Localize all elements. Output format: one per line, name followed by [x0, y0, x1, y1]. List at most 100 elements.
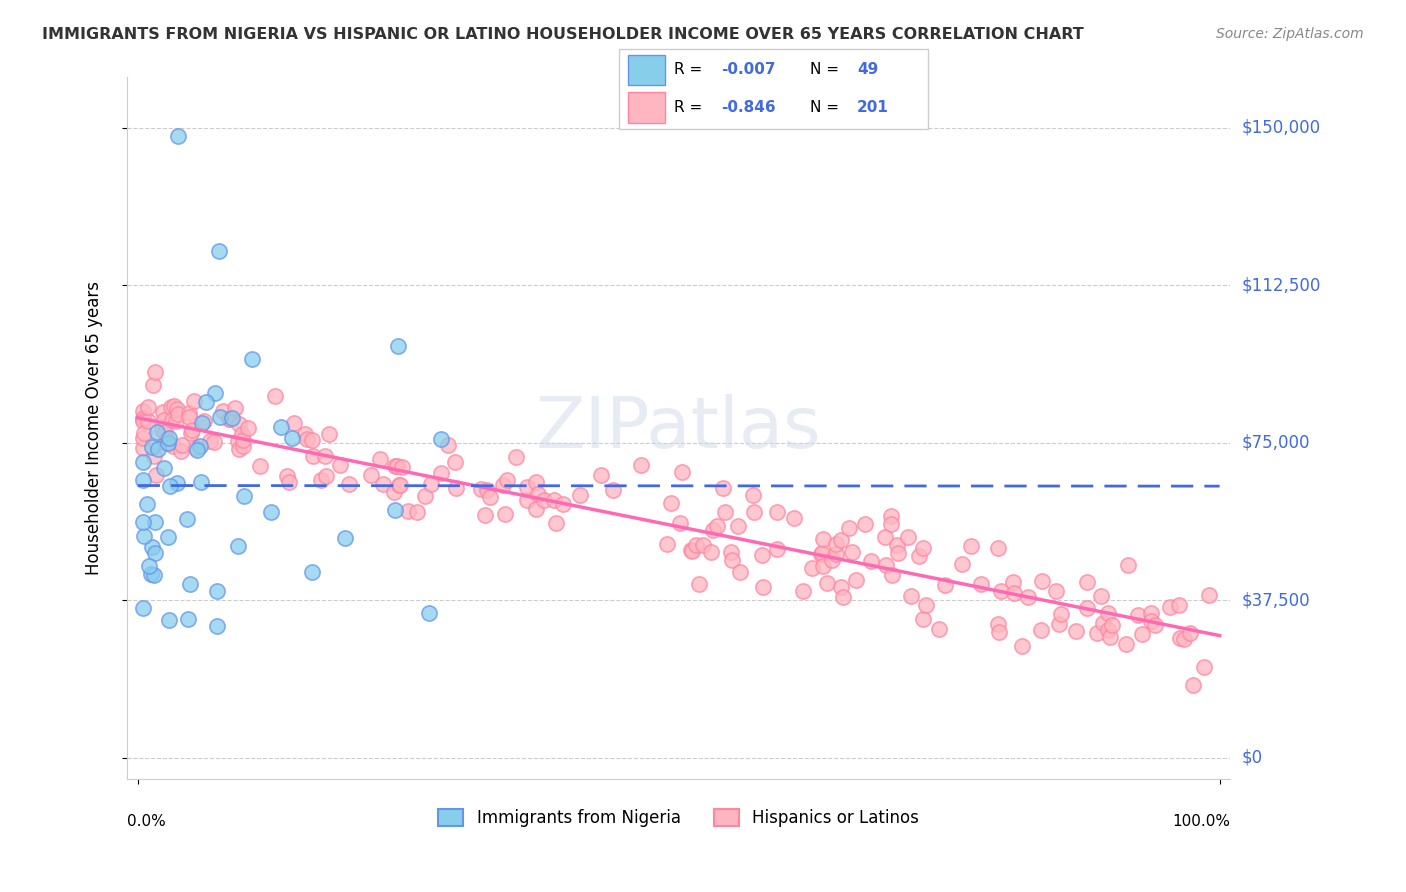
Hispanic: [314, 450, 336, 464]
Hispanic: [751, 548, 773, 562]
Hispanic: [166, 401, 188, 416]
Hispanic: [184, 441, 207, 455]
Text: 49: 49: [856, 62, 879, 78]
Hispanic: [934, 578, 956, 592]
Nigeria: [387, 339, 409, 353]
Text: $75,000: $75,000: [1241, 434, 1310, 452]
Hispanic: [1031, 623, 1053, 637]
Nigeria: [418, 606, 440, 620]
Hispanic: [602, 483, 624, 497]
Hispanic: [132, 414, 155, 428]
Hispanic: [1047, 617, 1070, 632]
Hispanic: [702, 523, 724, 537]
Y-axis label: Householder Income Over 65 years: Householder Income Over 65 years: [86, 281, 103, 575]
Hispanic: [470, 482, 492, 496]
Hispanic: [153, 413, 176, 427]
Hispanic: [204, 435, 226, 450]
Hispanic: [170, 444, 193, 458]
Nigeria: [270, 420, 292, 434]
Nigeria: [208, 409, 231, 424]
Hispanic: [853, 516, 876, 531]
Hispanic: [800, 561, 823, 575]
Nigeria: [335, 531, 357, 545]
Hispanic: [232, 433, 254, 447]
Hispanic: [132, 411, 155, 425]
Hispanic: [398, 504, 420, 518]
Hispanic: [912, 612, 935, 626]
Hispanic: [370, 451, 392, 466]
Hispanic: [474, 508, 496, 522]
Hispanic: [744, 505, 766, 519]
Hispanic: [886, 538, 908, 552]
Hispanic: [589, 468, 612, 483]
Hispanic: [134, 425, 156, 440]
Hispanic: [1173, 632, 1195, 647]
Hispanic: [692, 538, 714, 552]
Nigeria: [132, 529, 155, 543]
Nigeria: [157, 613, 180, 627]
Hispanic: [413, 489, 436, 503]
Hispanic: [811, 547, 834, 561]
Hispanic: [516, 493, 538, 508]
Hispanic: [669, 516, 692, 530]
Hispanic: [838, 521, 860, 535]
Hispanic: [318, 427, 340, 442]
Hispanic: [1192, 660, 1215, 674]
Hispanic: [1139, 606, 1161, 620]
Hispanic: [630, 458, 652, 473]
Hispanic: [228, 417, 250, 432]
Hispanic: [142, 377, 165, 392]
Hispanic: [162, 412, 184, 426]
Hispanic: [543, 493, 565, 508]
Hispanic: [551, 497, 574, 511]
Hispanic: [879, 509, 901, 524]
Hispanic: [671, 465, 693, 479]
Nigeria: [260, 505, 283, 519]
Hispanic: [1168, 598, 1191, 612]
Text: ZIPatlas: ZIPatlas: [536, 393, 821, 463]
Hispanic: [897, 530, 920, 544]
Hispanic: [228, 434, 250, 448]
Hispanic: [1017, 590, 1039, 604]
Nigeria: [226, 539, 249, 553]
Hispanic: [309, 473, 332, 487]
Text: N =: N =: [810, 62, 844, 78]
Text: 100.0%: 100.0%: [1173, 814, 1230, 829]
Nigeria: [143, 515, 166, 529]
Hispanic: [385, 458, 408, 473]
Hispanic: [446, 481, 468, 495]
Hispanic: [914, 598, 936, 612]
Nigeria: [132, 515, 155, 529]
Hispanic: [714, 505, 737, 519]
Hispanic: [1097, 606, 1119, 620]
Text: Source: ZipAtlas.com: Source: ZipAtlas.com: [1216, 27, 1364, 41]
Hispanic: [430, 466, 453, 480]
Hispanic: [706, 518, 728, 533]
Text: R =: R =: [675, 100, 707, 115]
Hispanic: [475, 483, 498, 498]
Hispanic: [295, 432, 318, 446]
Nigeria: [167, 129, 190, 144]
Hispanic: [211, 403, 233, 417]
Hispanic: [830, 533, 852, 548]
Hispanic: [1049, 607, 1071, 621]
Hispanic: [136, 414, 159, 428]
Hispanic: [1140, 615, 1163, 629]
Hispanic: [1011, 639, 1033, 653]
Hispanic: [132, 441, 155, 455]
Hispanic: [928, 622, 950, 636]
Hispanic: [405, 504, 427, 518]
Hispanic: [152, 405, 174, 419]
Hispanic: [492, 477, 515, 491]
Nigeria: [301, 566, 323, 580]
Hispanic: [659, 496, 682, 510]
Hispanic: [478, 491, 501, 505]
Hispanic: [1098, 630, 1121, 644]
Hispanic: [444, 455, 467, 469]
Hispanic: [880, 567, 903, 582]
Hispanic: [218, 411, 240, 425]
Hispanic: [824, 547, 846, 561]
Hispanic: [815, 575, 838, 590]
Nigeria: [157, 431, 180, 445]
Hispanic: [180, 425, 202, 440]
